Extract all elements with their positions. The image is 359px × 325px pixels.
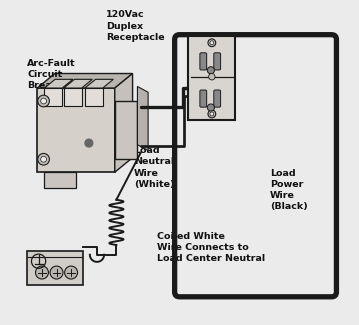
Circle shape (208, 39, 216, 47)
Polygon shape (85, 79, 113, 88)
Circle shape (36, 266, 48, 279)
Circle shape (38, 95, 50, 107)
Circle shape (38, 153, 50, 165)
Polygon shape (37, 88, 115, 172)
FancyBboxPatch shape (214, 53, 220, 70)
Circle shape (208, 110, 216, 118)
FancyBboxPatch shape (200, 53, 207, 70)
Polygon shape (27, 251, 83, 285)
Polygon shape (188, 36, 235, 121)
Circle shape (85, 139, 93, 147)
Circle shape (210, 112, 214, 116)
Circle shape (210, 41, 214, 45)
Polygon shape (45, 88, 62, 106)
Circle shape (41, 98, 47, 104)
Text: 120Vac
Duplex
Receptacle: 120Vac Duplex Receptacle (106, 10, 165, 42)
Circle shape (208, 104, 214, 111)
Circle shape (50, 266, 63, 279)
Polygon shape (137, 86, 148, 150)
Circle shape (41, 156, 47, 162)
Circle shape (65, 266, 78, 279)
FancyBboxPatch shape (200, 90, 207, 107)
Text: Coiled White
Wire Connects to
Load Center Neutral: Coiled White Wire Connects to Load Cente… (157, 232, 265, 263)
Polygon shape (64, 88, 81, 106)
Polygon shape (85, 88, 103, 106)
Polygon shape (64, 79, 92, 88)
Polygon shape (115, 101, 137, 159)
FancyBboxPatch shape (214, 90, 220, 107)
Text: Arc-Fault
Circuit
Breaker: Arc-Fault Circuit Breaker (27, 59, 76, 90)
Polygon shape (37, 73, 132, 88)
Text: Load
Power
Wire
(Black): Load Power Wire (Black) (270, 169, 308, 211)
Polygon shape (43, 172, 76, 188)
Polygon shape (45, 79, 73, 88)
Circle shape (209, 73, 215, 80)
Text: Load
Neutral
Wire
(White): Load Neutral Wire (White) (134, 146, 175, 188)
Circle shape (208, 67, 214, 74)
Polygon shape (115, 73, 132, 172)
